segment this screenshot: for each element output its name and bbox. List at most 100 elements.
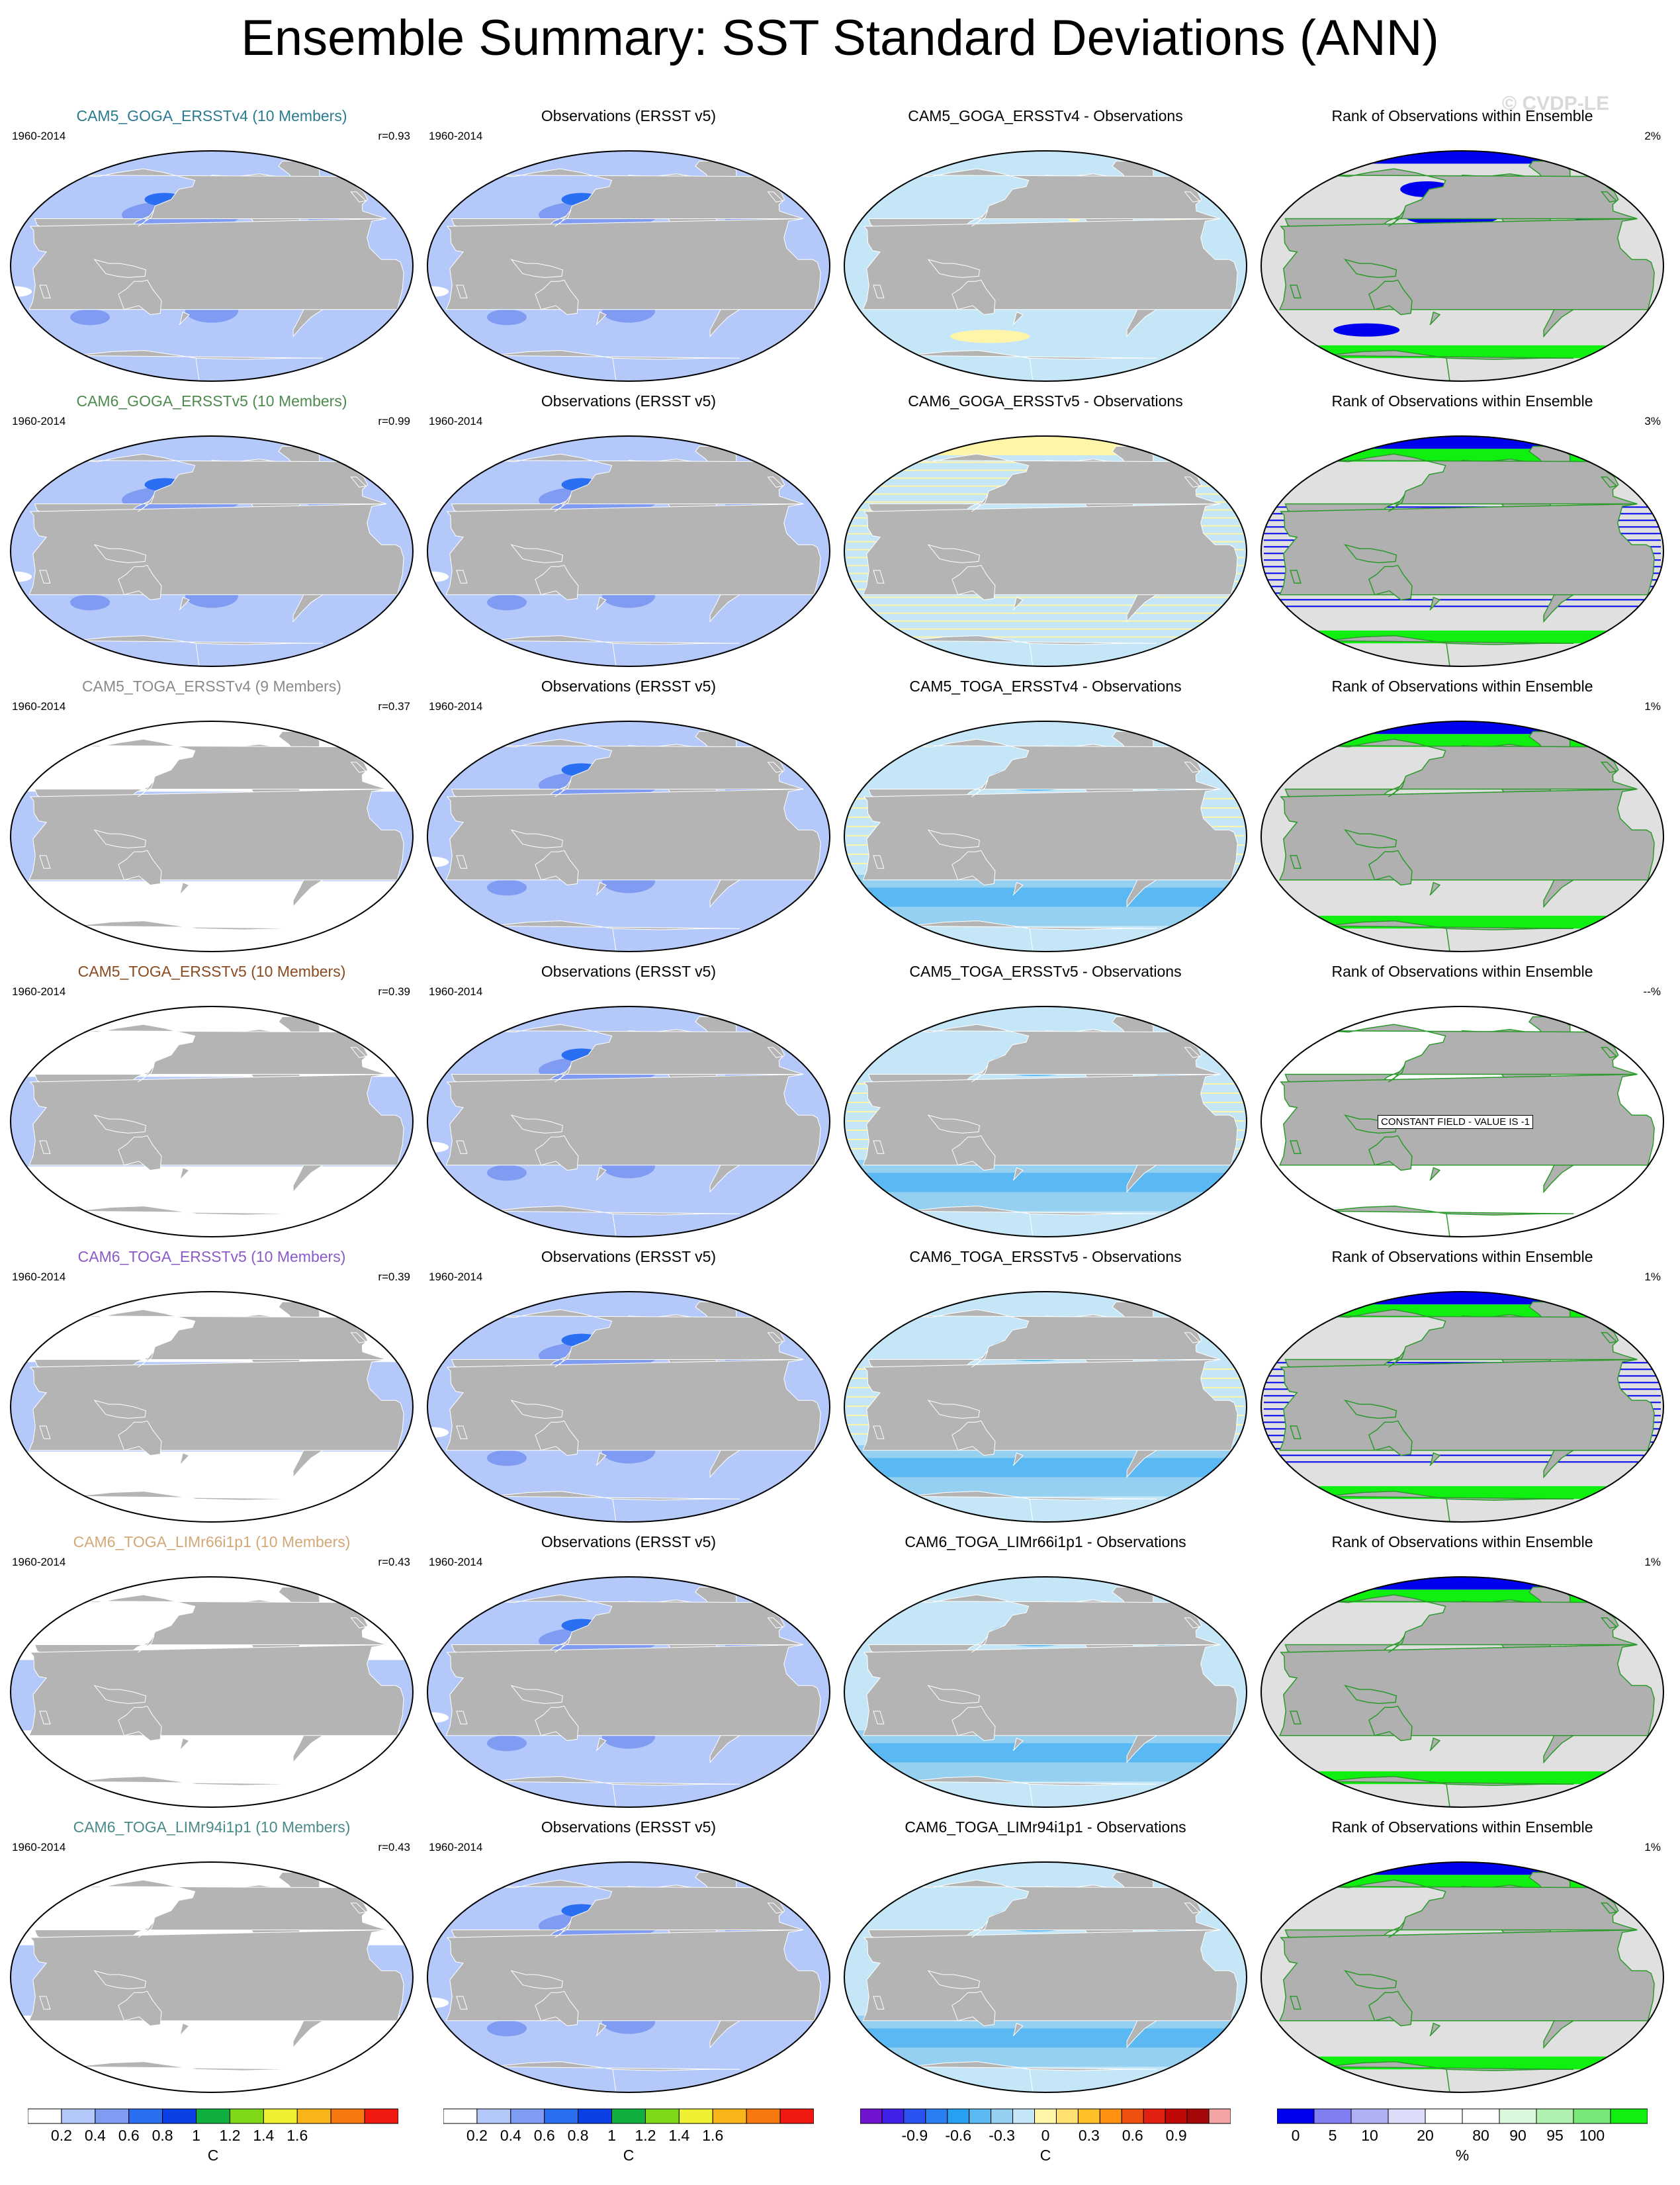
land-australia — [1368, 850, 1413, 886]
land-antarctica — [490, 1491, 740, 1522]
land-indonesia — [93, 1114, 146, 1134]
model-panel: CAM5_GOGA_ERSSTv4 (10 Members) 1960-2014 r… — [7, 106, 417, 392]
obs-panel: Observations (ERSST v5) 1960-2014 — [423, 391, 834, 677]
period-label: 1960-2014 — [429, 1556, 483, 1568]
land-mask — [1279, 1301, 1655, 1522]
colorbar-tick-label: 0.4 — [84, 2127, 106, 2144]
land-madagascar — [39, 1996, 51, 2010]
land-nz — [179, 596, 190, 611]
field-stripe — [847, 636, 1244, 638]
obs-panel-title: Observations (ERSST v5) — [541, 1248, 717, 1265]
land-nz — [179, 1167, 190, 1181]
colorbar-swatch — [1462, 2108, 1500, 2124]
map-3-2 — [844, 1006, 1247, 1237]
field-band — [844, 887, 1247, 907]
field-patch — [950, 330, 1030, 343]
map-border — [1260, 1861, 1664, 2093]
colorbar-swatch — [364, 2108, 399, 2124]
land-antarctica — [1324, 349, 1574, 381]
field-band — [1261, 151, 1663, 164]
land-nz — [596, 1452, 607, 1466]
obs-panel-title: Observations (ERSST v5) — [541, 678, 717, 695]
land-indonesia — [927, 259, 980, 278]
colorbar-swatch — [263, 2108, 298, 2124]
field-patch — [487, 1735, 527, 1752]
colorbar-swatch — [578, 2108, 613, 2124]
map-6-1 — [427, 1861, 830, 2093]
map-border — [1260, 1576, 1664, 1808]
land-nz — [1012, 2022, 1024, 2037]
diff-panel-title: CAM5_GOGA_ERSSTv4 - Observations — [908, 107, 1183, 124]
land-indonesia — [93, 259, 146, 278]
land-mask — [862, 731, 1238, 952]
land-australia — [951, 850, 996, 886]
colorbar-rank: 0 5 10 20 80 90 95 100% — [1276, 2108, 1648, 2164]
land-indonesia — [510, 259, 563, 278]
land-uk — [767, 1902, 784, 1914]
land-antarctica — [490, 635, 740, 666]
field-band — [1261, 1304, 1663, 1317]
diff-panel-title: CAM6_TOGA_LIMr66i1p1 - Observations — [905, 1533, 1186, 1550]
land-uk — [350, 1617, 367, 1628]
map-border — [844, 1006, 1247, 1237]
land-indonesia — [1343, 543, 1397, 564]
land-africa — [28, 218, 404, 310]
map-0-3 — [1260, 150, 1664, 382]
colorbar-swatch — [330, 2108, 365, 2124]
land-africa — [862, 789, 1238, 881]
land-uk — [350, 762, 367, 773]
colorbar-swatch — [128, 2108, 163, 2124]
land-australia — [1368, 1135, 1413, 1171]
land-nz — [1012, 1452, 1024, 1466]
land-indonesia — [927, 544, 980, 563]
colorbar-tick-label: 0 — [1041, 2127, 1050, 2144]
land-mask — [1279, 160, 1655, 381]
colorbar-swatches — [443, 2108, 815, 2124]
land-uk — [1600, 1332, 1618, 1344]
colorbar-tick-label: 0.2 — [50, 2127, 72, 2144]
field-patch — [70, 309, 111, 326]
land-australia — [535, 564, 579, 601]
colorbar-tick-label: 5 — [1328, 2127, 1337, 2144]
rank-panel-title: Rank of Observations within Ensemble — [1331, 107, 1593, 124]
colorbar-swatch — [544, 2108, 579, 2124]
land-madagascar — [456, 1140, 468, 1154]
land-nz — [1429, 311, 1441, 326]
land-antarctica — [73, 920, 324, 952]
field-patch — [487, 1165, 527, 1181]
colorbar-swatch — [1034, 2108, 1057, 2124]
colorbar-tick-label: 1.2 — [219, 2127, 241, 2144]
period-label: 1960-2014 — [12, 985, 66, 998]
field-stripe — [847, 596, 1244, 598]
field-band — [844, 1173, 1247, 1192]
colorbar-swatch — [925, 2108, 948, 2124]
colorbar-swatch — [95, 2108, 130, 2124]
colorbar-tick-label: 1.2 — [635, 2127, 656, 2144]
land-madagascar — [456, 570, 468, 584]
land-antarctica — [907, 635, 1157, 666]
map-border — [427, 1006, 830, 1237]
map-border — [427, 1861, 830, 2093]
land-australia — [951, 1135, 996, 1171]
land-africa — [862, 1930, 1238, 2022]
map-border — [427, 150, 830, 382]
land-madagascar — [39, 1425, 51, 1439]
colorbar-swatch — [611, 2108, 646, 2124]
colorbar-tick-label: -0.9 — [901, 2127, 928, 2144]
field-band — [1261, 1875, 1663, 1888]
land-madagascar — [39, 855, 51, 869]
land-japan — [1388, 1920, 1405, 1938]
colorbar-swatch — [947, 2108, 970, 2124]
rank-panel-title: Rank of Observations within Ensemble — [1331, 1533, 1593, 1550]
colorbar-unit: C — [623, 2147, 635, 2164]
colorbar-tick-label: 1.6 — [287, 2127, 308, 2144]
land-australia — [951, 279, 996, 316]
land-antarctica — [1324, 2061, 1574, 2092]
rank-panel-title: Rank of Observations within Ensemble — [1331, 392, 1593, 410]
land-indonesia — [510, 1114, 563, 1134]
field-patch — [487, 2020, 527, 2037]
land-australia — [1368, 279, 1413, 316]
model-panel-title: CAM6_TOGA_LIMr94i1p1 (10 Members) — [73, 1818, 351, 1836]
field-band — [1261, 721, 1663, 735]
land-nz — [179, 311, 190, 326]
